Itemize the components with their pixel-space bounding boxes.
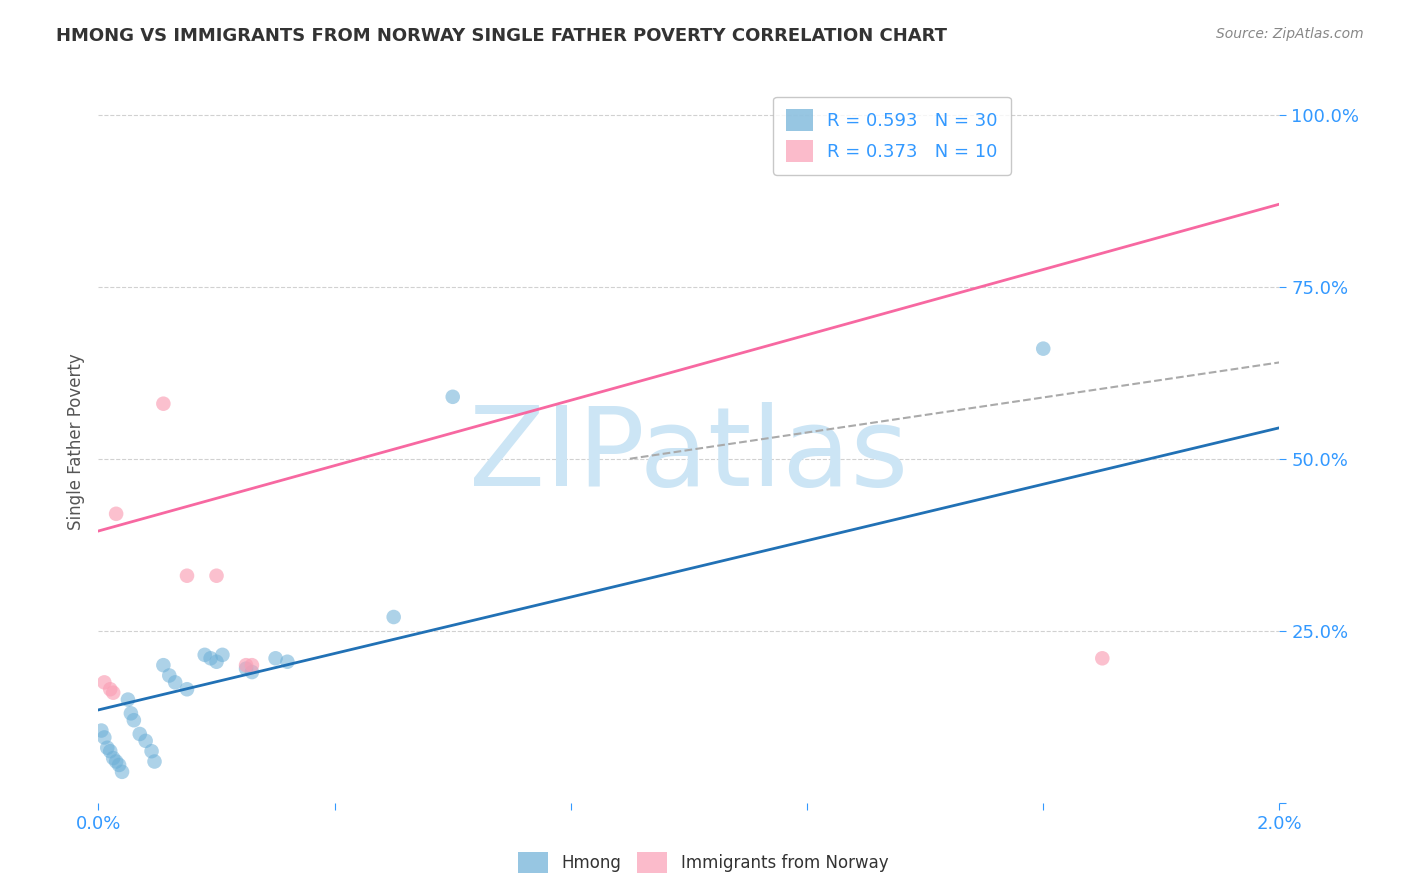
Point [122, 713, 145, 727]
Point [205, 655, 228, 669]
Y-axis label: Single Father Poverty: Single Father Poverty [66, 353, 84, 530]
Point [165, 675, 187, 690]
Point [441, 390, 464, 404]
Point [240, 665, 263, 679]
Legend: R = 0.593   N = 30, R = 0.373   N = 10: R = 0.593 N = 30, R = 0.373 N = 10 [773, 96, 1011, 175]
Point [105, 507, 128, 521]
Text: HMONG VS IMMIGRANTS FROM NORWAY SINGLE FATHER POVERTY CORRELATION CHART: HMONG VS IMMIGRANTS FROM NORWAY SINGLE F… [56, 27, 948, 45]
Point [1091, 651, 1114, 665]
Point [96, 740, 118, 755]
Point [152, 658, 174, 673]
Legend: Hmong, Immigrants from Norway: Hmong, Immigrants from Norway [510, 846, 896, 880]
Point [141, 744, 163, 758]
Point [211, 648, 233, 662]
Point [194, 648, 217, 662]
Point [200, 651, 222, 665]
Point [103, 686, 125, 700]
Point [90, 723, 112, 738]
Point [98, 682, 121, 697]
Point [157, 668, 180, 682]
Point [205, 568, 228, 582]
Point [176, 682, 198, 697]
Point [240, 658, 263, 673]
Text: ZIPatlas: ZIPatlas [470, 402, 908, 509]
Point [143, 755, 166, 769]
Point [120, 706, 142, 721]
Point [264, 651, 287, 665]
Point [235, 662, 257, 676]
Point [152, 397, 174, 411]
Point [1032, 342, 1054, 356]
Point [128, 727, 150, 741]
Point [105, 755, 128, 769]
Point [98, 744, 121, 758]
Point [103, 751, 125, 765]
Text: Source: ZipAtlas.com: Source: ZipAtlas.com [1216, 27, 1364, 41]
Point [235, 658, 257, 673]
Point [276, 655, 298, 669]
Point [176, 568, 198, 582]
Point [93, 731, 115, 745]
Point [108, 758, 131, 772]
Point [111, 764, 134, 779]
Point [117, 692, 139, 706]
Point [135, 734, 157, 748]
Point [93, 675, 115, 690]
Point [382, 610, 405, 624]
